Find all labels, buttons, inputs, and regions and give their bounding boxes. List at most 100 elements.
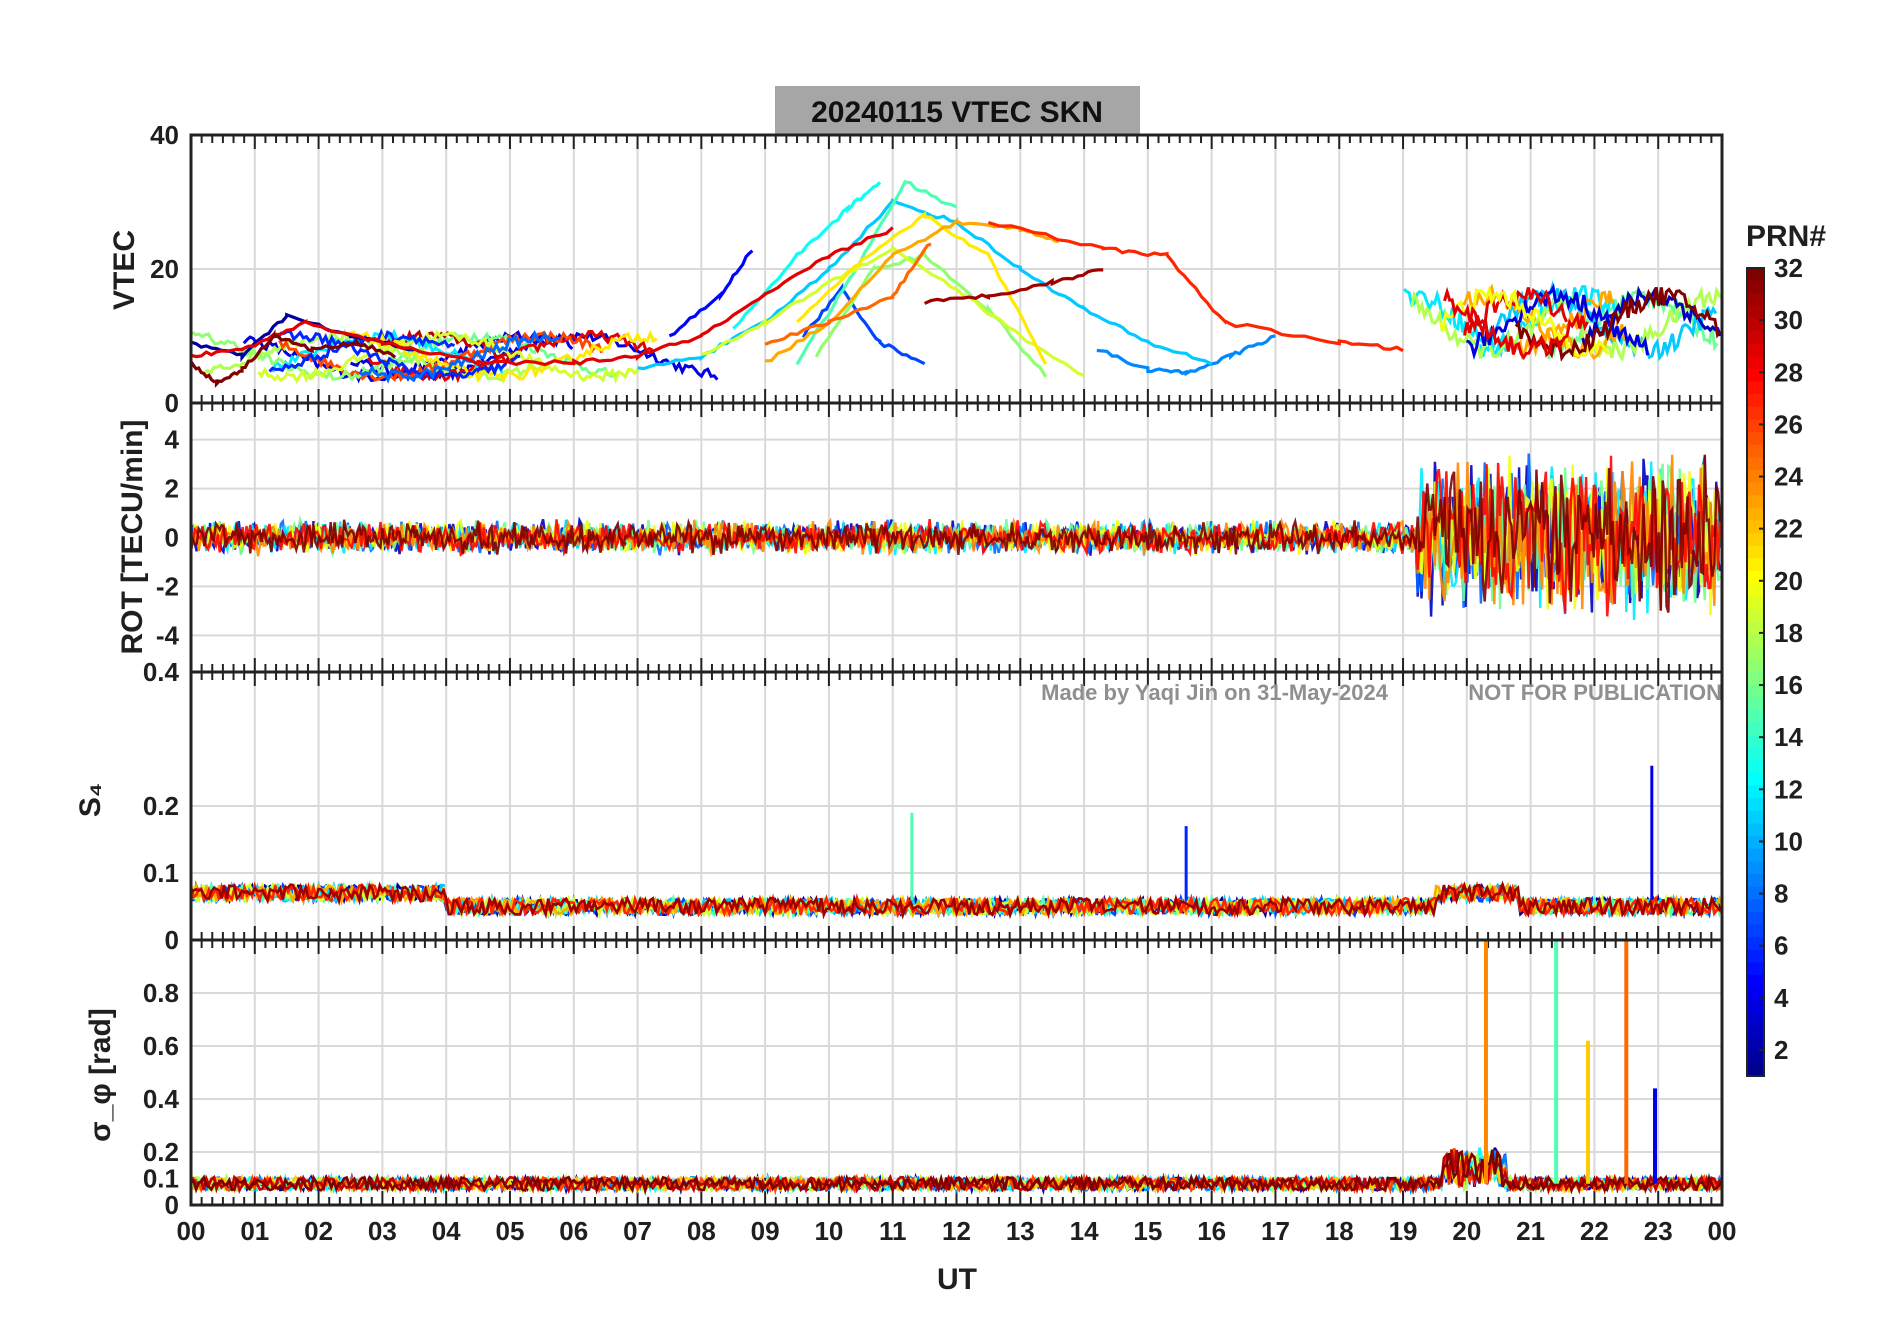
colorbar-tick-11: 24 xyxy=(1774,462,1803,492)
colorbar-cell-4 xyxy=(1747,318,1764,333)
vtec-late-trace-0 xyxy=(1547,288,1719,360)
vtec-series-prn21 xyxy=(795,210,1048,365)
colorbar-cell-33 xyxy=(1747,684,1764,699)
colorbar-cell-30 xyxy=(1747,646,1764,661)
colorbar-cell-25 xyxy=(1747,583,1764,598)
ytick-vtec-1: 20 xyxy=(150,254,179,284)
colorbar-cell-21 xyxy=(1747,533,1764,547)
colorbar-tick-9: 20 xyxy=(1774,566,1803,596)
colorbar-cell-48 xyxy=(1747,874,1764,888)
colorbar-cell-3 xyxy=(1747,305,1764,320)
vtec-bg-trace-8 xyxy=(191,331,430,382)
ytick-rot-3: 2 xyxy=(165,474,179,504)
ytick-vtec-2: 40 xyxy=(150,120,179,150)
ytick-s4-0: 0 xyxy=(165,925,179,955)
colorbar-tick-2: 6 xyxy=(1774,931,1788,961)
colorbar-tick-12: 26 xyxy=(1774,409,1803,439)
xtick-4: 04 xyxy=(432,1216,461,1246)
xtick-5: 05 xyxy=(495,1216,524,1246)
chart-title: 20240115 VTEC SKN xyxy=(811,96,1103,129)
colorbar-cell-52 xyxy=(1747,924,1764,939)
xtick-22: 22 xyxy=(1580,1216,1609,1246)
ytick-s4-2: 0.2 xyxy=(143,791,179,821)
ytick-sigma-0: 0 xyxy=(165,1190,179,1220)
xtick-11: 11 xyxy=(879,1216,907,1246)
colorbar-cell-5 xyxy=(1747,331,1764,345)
colorbar-tick-3: 8 xyxy=(1774,879,1788,909)
colorbar-tick-5: 12 xyxy=(1774,774,1803,804)
colorbar-cell-45 xyxy=(1747,836,1764,850)
vtec-late-trace-7 xyxy=(1511,290,1614,360)
xtick-9: 09 xyxy=(751,1216,780,1246)
colorbar-cell-41 xyxy=(1747,785,1764,800)
colorbar-cell-31 xyxy=(1747,659,1764,673)
colorbar-tick-10: 22 xyxy=(1774,514,1803,544)
ytick-sigma-3: 0.4 xyxy=(143,1084,180,1114)
colorbar-cell-23 xyxy=(1747,558,1764,572)
colorbar-cell-2 xyxy=(1747,293,1764,307)
colorbar-tick-15: 32 xyxy=(1774,253,1803,283)
ytick-s4-1: 0.1 xyxy=(143,858,179,888)
colorbar-cell-38 xyxy=(1747,747,1764,762)
vtec-series-prn29 xyxy=(190,226,894,367)
vtec-series-prn7 xyxy=(801,282,926,366)
colorbar-tick-6: 14 xyxy=(1774,722,1803,752)
colorbar-cell-63 xyxy=(1747,1063,1764,1077)
xtick-15: 15 xyxy=(1133,1216,1162,1246)
colorbar-cell-37 xyxy=(1747,735,1764,749)
vtec-series-prn32 xyxy=(189,329,397,388)
ytick-sigma-1: 0.1 xyxy=(143,1164,179,1194)
vtec-series-prn15 xyxy=(795,179,958,366)
ytick-sigma-4: 0.6 xyxy=(143,1031,179,1061)
colorbar-tick-14: 30 xyxy=(1774,305,1803,335)
colorbar-cell-13 xyxy=(1747,432,1764,446)
vtec-bg-trace-11 xyxy=(346,329,658,384)
vtec-bg-trace-12 xyxy=(276,329,521,381)
colorbar-cell-54 xyxy=(1747,949,1764,964)
ylabel-rot: ROT [TECU/min] xyxy=(116,420,149,655)
colorbar-cell-24 xyxy=(1747,571,1764,585)
xtick-20: 20 xyxy=(1452,1216,1481,1246)
ylabel-s4: S₄ xyxy=(74,783,107,817)
xtick-18: 18 xyxy=(1325,1216,1354,1246)
colorbar-cell-29 xyxy=(1747,634,1764,648)
colorbar-cell-0 xyxy=(1747,268,1764,282)
colorbar-cell-19 xyxy=(1747,507,1764,522)
colorbar-cell-22 xyxy=(1747,545,1764,560)
colorbar-cell-47 xyxy=(1747,861,1764,875)
ytick-s4-3: 0.4 xyxy=(143,657,180,687)
xtick-1: 01 xyxy=(240,1216,269,1246)
colorbar-cell-40 xyxy=(1747,773,1764,787)
colorbar-cell-14 xyxy=(1747,444,1764,459)
colorbar-cell-32 xyxy=(1747,672,1764,686)
xtick-17: 17 xyxy=(1261,1216,1290,1246)
colorbar-tick-1: 4 xyxy=(1774,983,1789,1013)
colorbar-cell-10 xyxy=(1747,394,1764,408)
colorbar-cell-59 xyxy=(1747,1012,1764,1027)
vtec-series-prn25 xyxy=(764,242,932,346)
colorbar-cell-57 xyxy=(1747,987,1764,1002)
ytick-vtec-0: 0 xyxy=(165,388,179,418)
xtick-23: 23 xyxy=(1644,1216,1673,1246)
colorbar-label: PRN# xyxy=(1746,220,1826,253)
rot-series-prn32 xyxy=(189,454,1722,613)
colorbar-cell-26 xyxy=(1747,596,1764,610)
colorbar-cell-60 xyxy=(1747,1025,1764,1040)
colorbar-cell-49 xyxy=(1747,886,1764,901)
colorbar-cell-17 xyxy=(1747,482,1764,497)
ytick-sigma-2: 0.2 xyxy=(143,1137,179,1167)
colorbar-tick-13: 28 xyxy=(1774,357,1803,387)
xlabel-ut: UT xyxy=(937,1263,977,1296)
title-group: 20240115 VTEC SKN xyxy=(775,86,1140,136)
xtick-24: 00 xyxy=(1708,1216,1737,1246)
colorbar-cell-58 xyxy=(1747,1000,1764,1014)
colorbar-cell-35 xyxy=(1747,709,1764,724)
ytick-sigma-5: 0.8 xyxy=(143,978,179,1008)
sigma-series-prn32 xyxy=(190,1148,1724,1196)
xtick-2: 02 xyxy=(304,1216,333,1246)
colorbar-cell-20 xyxy=(1747,520,1764,535)
colorbar-cell-53 xyxy=(1747,937,1764,951)
ylabel-sigma: σ_φ [rad] xyxy=(84,1008,117,1142)
colorbar-cell-8 xyxy=(1747,369,1764,383)
colorbar-tick-8: 18 xyxy=(1774,618,1803,648)
